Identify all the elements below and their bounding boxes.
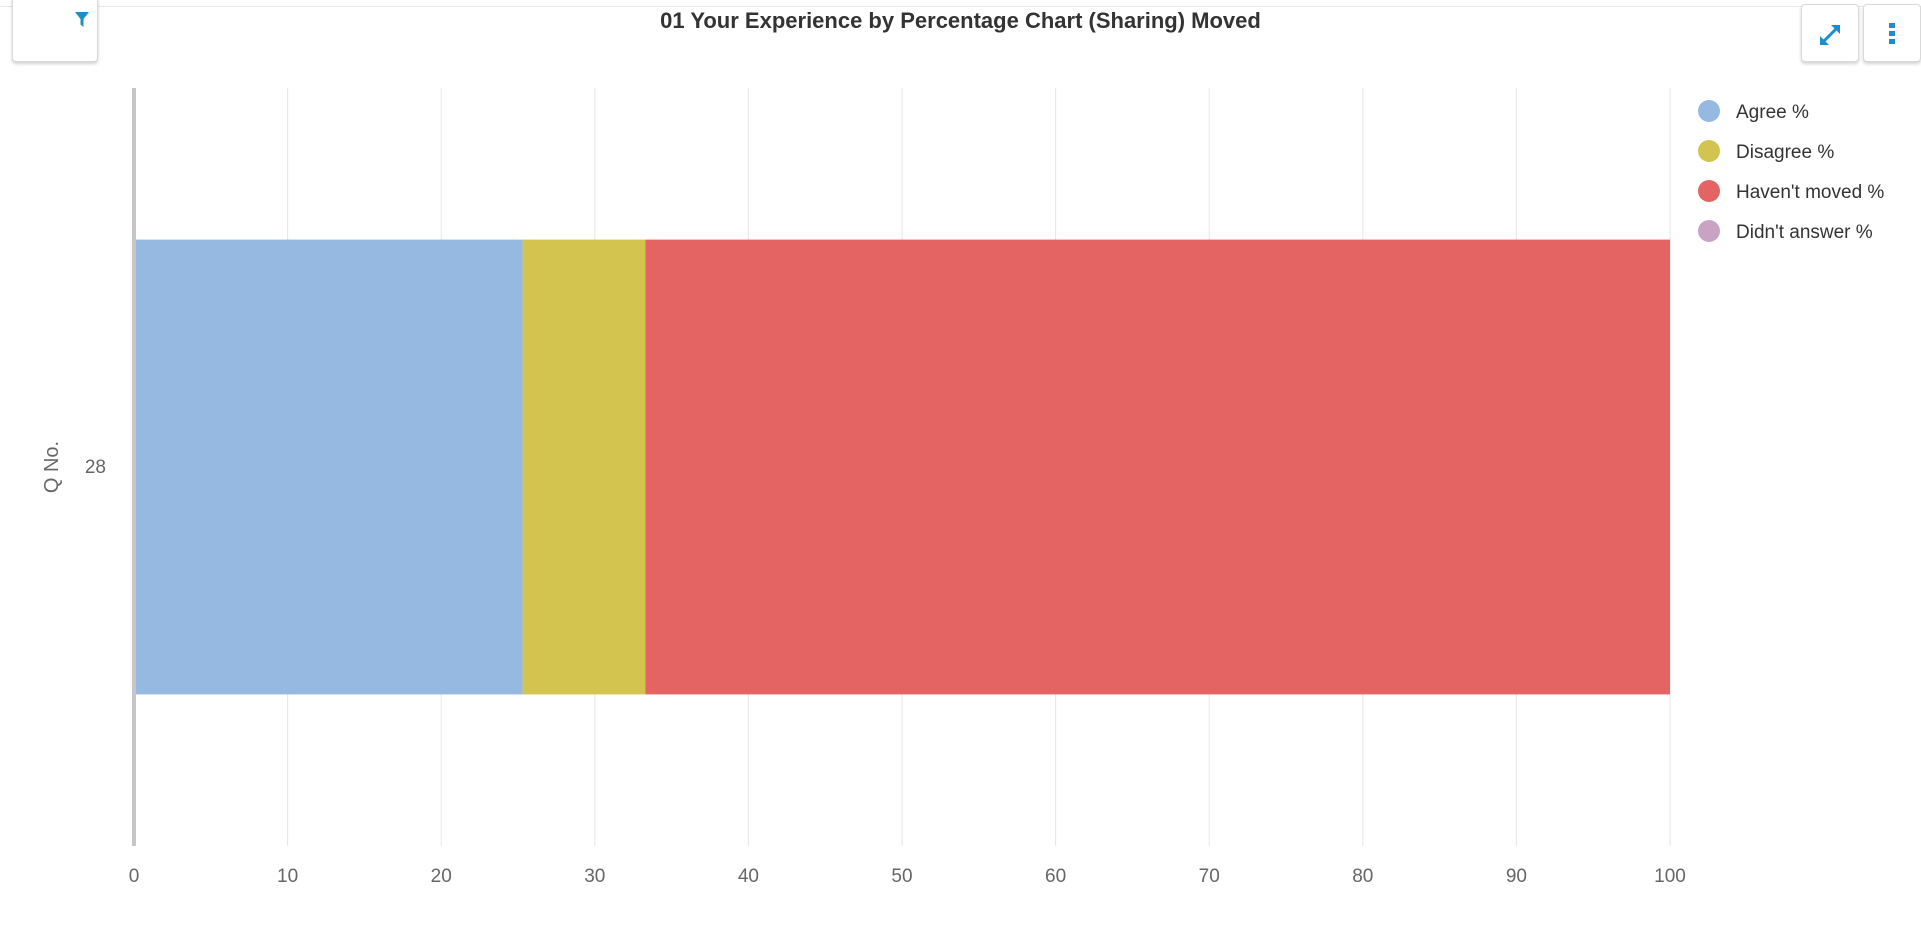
y-tick-label-28: 28 (85, 457, 106, 478)
legend-dot-didnt-answer (1698, 220, 1720, 242)
legend-dot-agree (1698, 100, 1720, 122)
expand-button[interactable] (1801, 4, 1859, 62)
x-tick-label-30: 30 (584, 866, 605, 887)
x-tick-label-10: 10 (277, 866, 298, 887)
legend-item-havent-moved[interactable]: Haven't moved % (1698, 178, 1918, 218)
x-tick-label-40: 40 (738, 866, 759, 887)
more-options-button[interactable] (1863, 4, 1921, 62)
x-tick-label-100: 100 (1654, 866, 1686, 887)
bar-haven-t-moved-28 (645, 239, 1670, 695)
legend-item-disagree[interactable]: Disagree % (1698, 138, 1918, 178)
legend-label-disagree: Disagree % (1736, 142, 1835, 163)
legend-item-didnt-answer[interactable]: Didn't answer % (1698, 218, 1918, 258)
filter-icon (75, 12, 89, 27)
x-tick-label-50: 50 (891, 866, 912, 887)
legend-item-agree[interactable]: Agree % (1698, 98, 1918, 138)
x-tick-label-60: 60 (1045, 866, 1066, 887)
more-vertical-icon (1889, 23, 1895, 44)
bar-disagree-28 (522, 239, 646, 695)
x-tick-label-20: 20 (431, 866, 452, 887)
y-axis-title: Q No. (41, 441, 63, 493)
panel-top-border (0, 6, 1921, 7)
x-tick-label-70: 70 (1199, 866, 1220, 887)
legend-label-agree: Agree % (1736, 102, 1809, 123)
filter-button[interactable] (12, 0, 98, 62)
legend-label-didnt-answer: Didn't answer % (1736, 222, 1873, 243)
expand-icon (1820, 25, 1840, 45)
x-tick-label-0: 0 (129, 866, 140, 887)
x-tick-label-80: 80 (1352, 866, 1373, 887)
legend-dot-disagree (1698, 140, 1720, 162)
legend-label-havent-moved: Haven't moved % (1736, 182, 1885, 203)
chart-title: 01 Your Experience by Percentage Chart (… (660, 8, 1261, 33)
legend-dot-havent-moved (1698, 180, 1720, 202)
chart-legend: Agree % Disagree % Haven't moved % Didn'… (1698, 98, 1918, 258)
bar-agree-28 (134, 239, 523, 695)
x-tick-label-90: 90 (1506, 866, 1527, 887)
